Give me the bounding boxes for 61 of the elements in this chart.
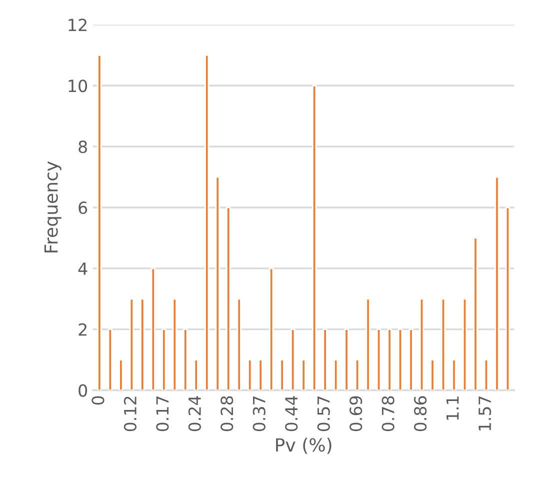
x-tick-label: 0.37	[252, 396, 266, 432]
bar	[204, 54, 210, 390]
bar	[387, 328, 392, 390]
bar	[484, 359, 489, 390]
y-tick-label: 0	[78, 384, 88, 397]
bar	[398, 328, 403, 390]
x-tick-label: 1.57	[478, 396, 492, 430]
x-tick-label: 0.44	[285, 396, 298, 432]
x-tick-label: 0.28	[220, 396, 234, 432]
bar	[473, 237, 478, 390]
bar	[258, 359, 263, 390]
x-tick-label: 0.78	[382, 396, 394, 432]
bar	[236, 298, 242, 390]
x-tick-label: 0.69	[350, 396, 362, 432]
x-tick-label: 0.17	[156, 396, 169, 432]
bar	[440, 298, 446, 390]
bar	[462, 298, 468, 390]
x-tick-label: 0.86	[414, 396, 427, 432]
bar	[355, 359, 360, 390]
bar	[430, 359, 435, 390]
bar	[140, 298, 145, 390]
bar	[248, 359, 252, 390]
bar	[194, 359, 198, 390]
bar	[312, 84, 317, 390]
y-tick-label: 6	[78, 201, 88, 214]
bar	[290, 328, 296, 390]
y-tick-label: 10	[68, 80, 88, 92]
x-tick-label: 0.57	[317, 396, 330, 432]
bar	[452, 359, 456, 390]
bar	[183, 328, 188, 390]
bar	[344, 328, 349, 390]
bar	[408, 328, 414, 390]
bar	[505, 206, 510, 390]
y-tick-label: 12	[68, 18, 86, 32]
x-tick-label: 0.24	[188, 396, 201, 432]
bar	[172, 298, 177, 390]
bar	[334, 359, 338, 390]
y-tick-label: 2	[78, 323, 86, 336]
y-tick-label: 8	[78, 140, 87, 154]
bar	[108, 328, 112, 390]
bar	[419, 298, 424, 390]
bar	[97, 54, 102, 390]
bar	[215, 176, 220, 390]
x-tick-label: 0.12	[124, 396, 137, 432]
bar	[118, 359, 124, 390]
bar	[269, 268, 274, 390]
bar	[376, 328, 382, 390]
x-tick-label: 0	[92, 396, 104, 405]
bar	[366, 298, 370, 390]
bar	[280, 359, 284, 390]
bar	[494, 176, 500, 390]
y-tick-label: 4	[78, 262, 88, 275]
y-axis-title: Frequency	[44, 161, 62, 252]
bar	[322, 328, 328, 390]
bar	[162, 328, 166, 390]
bar	[301, 359, 306, 390]
bar	[150, 268, 156, 390]
bar	[226, 206, 231, 390]
x-axis-title: Pv (%)	[276, 438, 332, 454]
x-tick-label: 1.1	[446, 396, 459, 420]
bar	[129, 298, 134, 390]
